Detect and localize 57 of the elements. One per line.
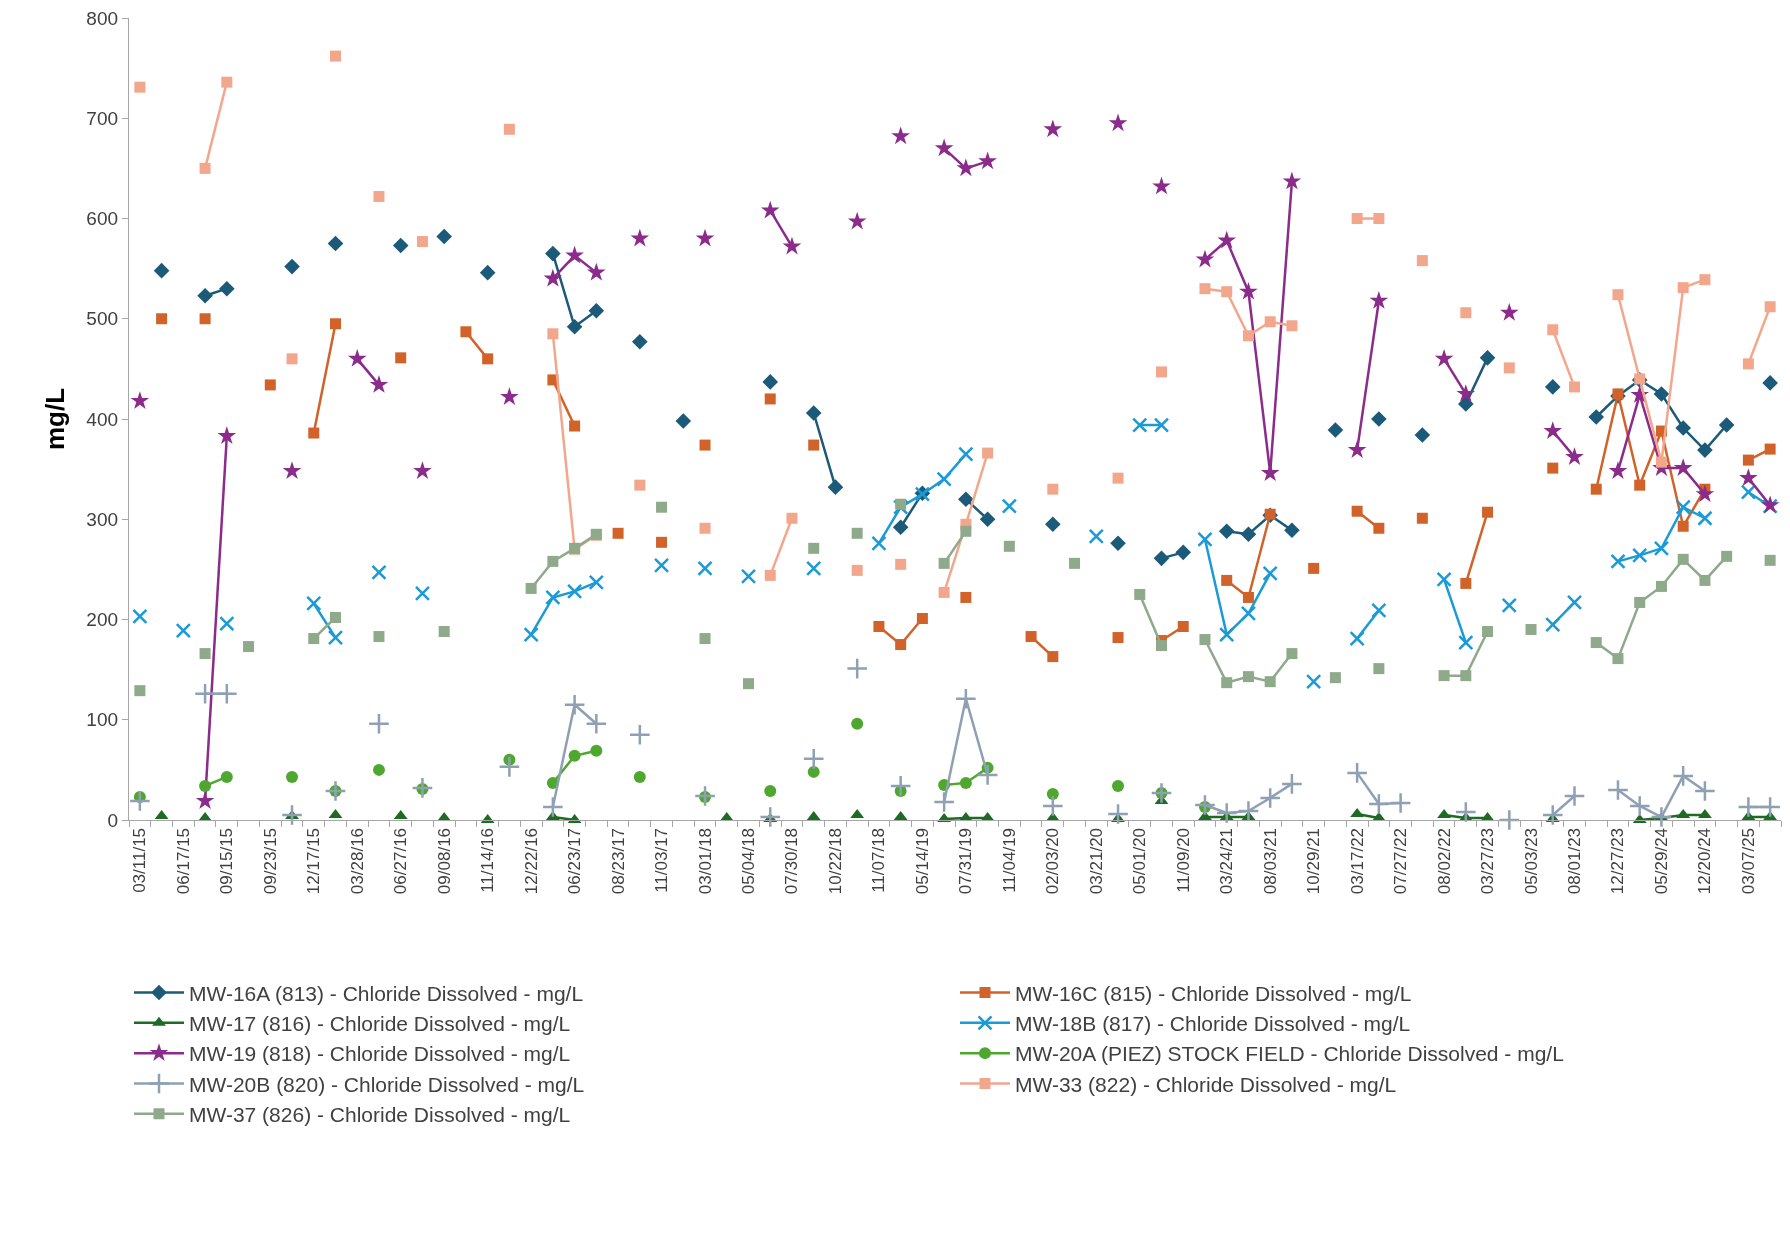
- x-tick-label: 03/28/16: [347, 827, 367, 895]
- x-tick-label: 06/27/16: [391, 827, 411, 895]
- x-tick-label: 05/29/24: [1651, 827, 1671, 895]
- x-tick-label: 03/11/15: [130, 827, 150, 893]
- y-tick-label: 500: [86, 308, 119, 330]
- x-tick-label: 12/27/23: [1608, 827, 1628, 895]
- y-axis-title: mg/L: [39, 387, 70, 451]
- x-tick-label: 02/03/20: [1043, 827, 1063, 895]
- legend-label: MW-33 (822) - Chloride Dissolved - mg/L: [1015, 1072, 1397, 1096]
- y-tick-label: 100: [86, 709, 119, 731]
- y-tick-label: 200: [86, 609, 119, 631]
- legend-label: MW-20A (PIEZ) STOCK FIELD - Chloride Dissolved - mg/L: [1015, 1042, 1564, 1066]
- x-tick-label: 12/20/24: [1695, 827, 1715, 895]
- x-tick-label: 08/02/22: [1434, 827, 1454, 895]
- x-tick-label: 12/17/15: [304, 827, 324, 895]
- x-tick-label: 10/22/18: [825, 827, 845, 895]
- legend-label: MW-17 (816) - Chloride Dissolved - mg/L: [189, 1012, 571, 1036]
- y-tick-label: 400: [86, 408, 119, 430]
- x-tick-label: 09/15/15: [217, 827, 237, 895]
- y-tick-label: 300: [86, 508, 119, 530]
- x-tick-label: 05/03/23: [1521, 827, 1541, 895]
- x-tick-label: 08/23/17: [608, 827, 628, 895]
- x-tick-label: 03/24/21: [1217, 827, 1237, 895]
- x-tick-label: 03/07/25: [1738, 827, 1758, 895]
- x-tick-label: 10/29/21: [1304, 827, 1324, 895]
- legend-label: MW-37 (826) - Chloride Dissolved - mg/L: [189, 1102, 571, 1126]
- x-tick-label: 11/03/17: [652, 827, 672, 893]
- x-tick-label: 03/01/18: [695, 827, 715, 895]
- x-tick-label: 11/09/20: [1173, 827, 1193, 893]
- x-tick-label: 11/14/16: [478, 827, 498, 893]
- x-tick-label: 08/01/23: [1565, 827, 1585, 895]
- legend-label: MW-16C (815) - Chloride Dissolved - mg/L: [1015, 981, 1412, 1005]
- x-tick-label: 05/14/19: [912, 827, 932, 895]
- y-tick-label: 0: [107, 809, 119, 831]
- legend-label: MW-19 (818) - Chloride Dissolved - mg/L: [189, 1042, 571, 1066]
- x-tick-label: 12/22/16: [521, 827, 541, 895]
- legend-label: MW-16A (813) - Chloride Dissolved - mg/L: [189, 981, 584, 1005]
- x-tick-label: 09/23/15: [260, 827, 280, 895]
- x-tick-label: 09/08/16: [434, 827, 454, 895]
- x-tick-label: 03/21/20: [1086, 827, 1106, 895]
- x-tick-label: 11/04/19: [999, 827, 1019, 893]
- legend-label: MW-20B (820) - Chloride Dissolved - mg/L: [189, 1072, 585, 1096]
- x-tick-label: 07/30/18: [782, 827, 802, 895]
- y-tick-label: 800: [86, 7, 119, 29]
- x-tick-label: 08/03/21: [1260, 827, 1280, 895]
- y-tick-label: 700: [86, 107, 119, 129]
- x-tick-label: 06/23/17: [565, 827, 585, 895]
- x-tick-label: 05/01/20: [1130, 827, 1150, 895]
- legend-label: MW-18B (817) - Chloride Dissolved - mg/L: [1015, 1012, 1411, 1036]
- x-tick-label: 06/17/15: [173, 827, 193, 895]
- x-tick-label: 07/27/22: [1391, 827, 1411, 895]
- x-tick-label: 07/31/19: [956, 827, 976, 895]
- x-tick-label: 03/17/22: [1347, 827, 1367, 895]
- x-tick-label: 11/07/18: [869, 827, 889, 893]
- x-tick-label: 05/04/18: [739, 827, 759, 895]
- x-tick-label: 03/27/23: [1478, 827, 1498, 895]
- y-tick-label: 600: [86, 208, 119, 230]
